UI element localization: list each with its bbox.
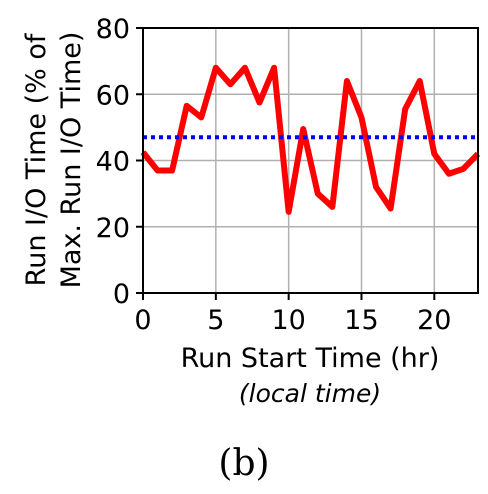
y-tick-label: 80 bbox=[96, 14, 130, 45]
x-axis-sublabel: (local time) bbox=[239, 379, 381, 408]
axis-ticks: 0 5 10 15 20 0 20 40 60 80 bbox=[96, 14, 452, 336]
panel-label: (b) bbox=[218, 443, 269, 484]
x-tick-label: 15 bbox=[344, 305, 378, 336]
x-tick-label: 0 bbox=[134, 305, 151, 336]
y-tick-label: 60 bbox=[96, 80, 130, 111]
x-tick-label: 10 bbox=[271, 305, 305, 336]
x-tick-label: 5 bbox=[207, 305, 224, 336]
io-time-series-line bbox=[140, 64, 481, 215]
y-tick-label: 40 bbox=[96, 147, 130, 178]
x-tick-label: 20 bbox=[417, 305, 451, 336]
y-axis-label-line2: Max. Run I/O Time) bbox=[56, 32, 87, 289]
x-axis-label: Run Start Time (hr) bbox=[181, 343, 440, 374]
y-tick-label: 20 bbox=[96, 213, 130, 244]
series-layer bbox=[140, 64, 481, 215]
y-axis-label-line1: Run I/O Time (% of bbox=[21, 32, 52, 286]
y-tick-label: 0 bbox=[113, 279, 130, 310]
